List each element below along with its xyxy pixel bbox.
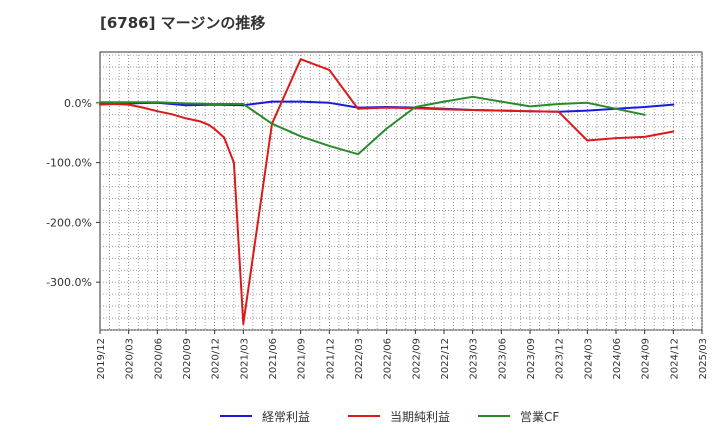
y-tick-label: -100.0%: [46, 157, 92, 170]
y-tick-label: -300.0%: [46, 276, 92, 289]
x-tick-label: 2025/03: [698, 338, 709, 380]
x-tick-label: 2023/09: [526, 338, 537, 380]
x-tick-label: 2024/12: [669, 338, 680, 380]
y-tick-label: 0.0%: [64, 97, 92, 110]
x-tick-label: 2024/06: [612, 338, 623, 380]
x-tick-label: 2022/12: [440, 338, 451, 380]
x-tick-label: 2020/12: [211, 338, 222, 380]
x-tick-label: 2023/12: [555, 338, 566, 380]
x-tick-label: 2022/03: [354, 338, 365, 380]
series-line-2: [99, 58, 675, 325]
legend-label-1: 経常利益: [262, 410, 310, 424]
x-tick-label: 2022/06: [383, 338, 394, 380]
x-tick-label: 2021/12: [325, 338, 336, 380]
x-tick-label: 2021/03: [239, 338, 250, 380]
x-tick-label: 2022/09: [411, 338, 422, 380]
x-tick-label: 2020/03: [125, 338, 136, 380]
x-tick-label: 2023/06: [497, 338, 508, 380]
legend-label-3: 営業CF: [520, 410, 559, 424]
x-tick-label: 2020/09: [182, 338, 193, 380]
x-tick-label: 2021/09: [297, 338, 308, 380]
legend-label-2: 当期純利益: [390, 410, 450, 424]
plot-area: [99, 51, 703, 331]
y-tick-label: -200.0%: [46, 216, 92, 229]
series-line-3: [99, 95, 646, 156]
x-tick-label: 2024/09: [641, 338, 652, 380]
x-tick-label: 2023/03: [469, 338, 480, 380]
x-tick-label: 2024/03: [583, 338, 594, 380]
x-tick-label: 2019/12: [96, 338, 107, 380]
x-tick-label: 2021/06: [268, 338, 279, 380]
x-tick-label: 2020/06: [153, 338, 164, 380]
chart-title: [6786] マージンの推移: [100, 14, 266, 32]
